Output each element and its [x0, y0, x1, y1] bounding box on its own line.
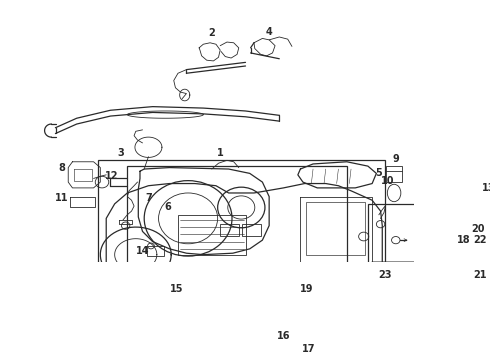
Text: 18: 18	[457, 235, 470, 245]
Text: 12: 12	[105, 171, 119, 181]
Text: 14: 14	[136, 246, 149, 256]
Text: 15: 15	[170, 284, 183, 294]
Text: 7: 7	[145, 193, 152, 203]
Text: 4: 4	[266, 27, 272, 37]
Text: 10: 10	[381, 176, 394, 186]
Bar	[127, 166, 347, 289]
Text: 11: 11	[55, 193, 68, 203]
Text: 2: 2	[208, 28, 215, 39]
Bar	[220, 224, 239, 236]
Bar	[368, 204, 436, 298]
Bar	[306, 202, 366, 255]
Bar	[178, 215, 245, 255]
Text: 1: 1	[217, 148, 223, 158]
Text: 19: 19	[299, 284, 313, 294]
Text: 23: 23	[378, 270, 392, 280]
Text: 17: 17	[302, 344, 316, 354]
Text: 22: 22	[473, 235, 487, 245]
Text: 20: 20	[471, 224, 485, 234]
Text: 3: 3	[117, 148, 124, 158]
Text: 9: 9	[392, 154, 399, 164]
Text: 5: 5	[375, 168, 382, 179]
Bar	[242, 224, 261, 236]
Bar	[387, 166, 402, 182]
Text: 16: 16	[277, 331, 290, 341]
Text: 21: 21	[473, 270, 487, 280]
Bar	[98, 160, 385, 305]
Text: 13: 13	[482, 183, 490, 193]
Text: 6: 6	[165, 202, 171, 212]
Bar	[147, 246, 164, 256]
Text: 8: 8	[58, 163, 65, 172]
